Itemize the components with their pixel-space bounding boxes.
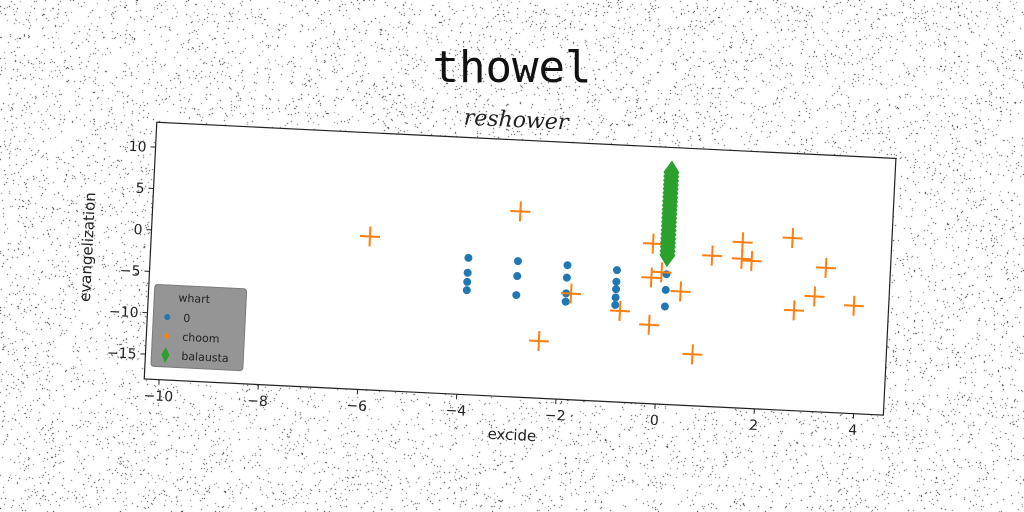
data-point: [639, 314, 660, 335]
data-point: [561, 283, 582, 304]
data-point: [651, 262, 672, 283]
data-point: [462, 286, 471, 295]
data-point: [612, 285, 621, 294]
data-point: [783, 300, 805, 321]
data-point: [815, 257, 836, 278]
chart-subtitle: reshower: [463, 105, 570, 135]
data-point: [612, 266, 621, 275]
data-point: [804, 286, 825, 307]
data-point: [464, 253, 473, 262]
x-tick-label: −10: [143, 388, 173, 405]
data-point: [561, 297, 570, 306]
y-tick-label: 0: [133, 222, 143, 238]
y-tick-label: −10: [109, 304, 139, 321]
data-point: [741, 250, 762, 271]
legend-marker-0: [164, 314, 171, 321]
legend-marker-choom: [163, 332, 170, 340]
y-tick-label: 10: [128, 139, 147, 156]
data-point: [463, 268, 472, 277]
y-tick-label: 5: [135, 181, 145, 197]
data-point: [643, 233, 664, 254]
data-point: [562, 273, 571, 282]
x-tick-label: −6: [346, 398, 367, 415]
data-point: [660, 302, 669, 311]
x-axis-label: excide: [487, 425, 537, 445]
x-tick-label: 0: [649, 413, 659, 429]
x-tick-label: −8: [247, 393, 268, 410]
legend-label-balausta: balausta: [181, 350, 229, 365]
y-tick-label: −15: [107, 345, 137, 362]
data-point: [611, 293, 620, 302]
legend-label-choom: choom: [182, 331, 220, 346]
legend-title: whart: [178, 292, 211, 307]
x-tick-label: −4: [445, 403, 466, 420]
data-point: [670, 281, 691, 302]
data-point: [513, 272, 522, 281]
x-tick-label: 2: [749, 418, 759, 434]
data-point: [682, 344, 703, 365]
data-point: [510, 201, 531, 222]
y-tick-label: −5: [119, 263, 140, 280]
legend: whart 0 choom balausta: [150, 284, 248, 372]
data-point: [611, 300, 620, 309]
legend-label-0: 0: [183, 312, 191, 325]
data-point: [843, 295, 864, 316]
x-tick-label: 4: [848, 422, 858, 438]
data-point: [359, 226, 381, 247]
data-point: [463, 277, 472, 286]
data-point: [528, 330, 549, 352]
data-point: [563, 261, 572, 270]
legend-marker-balausta: [161, 346, 170, 363]
plot-rotated-group: −10 −8 −6 −4 −2 0 2 4 −15 −10 −5 0 5 10 excide evang…: [76, 121, 897, 445]
y-axis: −15 −10 −5 0 5 10: [107, 139, 156, 363]
y-axis-label: evangelization: [76, 192, 99, 302]
data-point: [731, 248, 752, 269]
data-point: [702, 245, 723, 266]
x-axis: −10 −8 −6 −4 −2 0 2 4: [143, 379, 858, 439]
legend-box: [150, 284, 248, 372]
data-point: [661, 285, 670, 294]
data-marks: [359, 160, 864, 365]
chart-title: thowel: [433, 42, 592, 93]
series-1: [359, 201, 864, 365]
x-tick-label: −2: [544, 408, 565, 425]
data-point: [782, 227, 803, 249]
data-point: [513, 257, 522, 266]
data-point: [609, 300, 630, 321]
series-2: [659, 160, 680, 268]
data-point: [612, 277, 621, 286]
plot-area: [143, 121, 897, 416]
data-point: [512, 291, 521, 300]
data-point: [659, 243, 676, 268]
